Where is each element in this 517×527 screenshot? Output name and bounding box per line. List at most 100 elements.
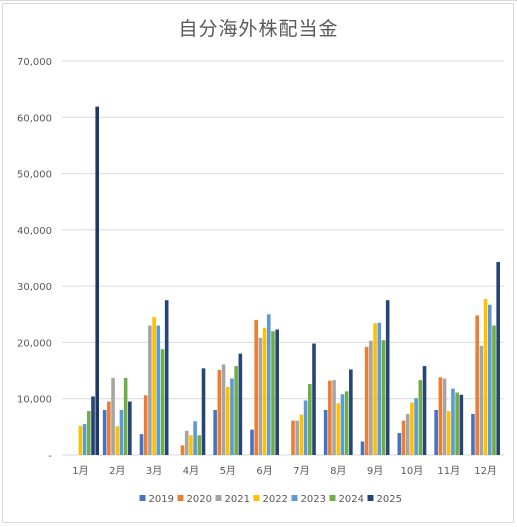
legend-label-2023: 2023 [301,494,326,505]
x-tick-label: 11月 [437,465,460,477]
bar-2023-9月 [377,322,382,455]
bar-2023-7月 [303,400,308,455]
bar-2022-8月 [336,403,341,455]
bar-2021-7月 [295,420,300,455]
bar-2022-2月 [115,426,120,455]
bar-2022-4月 [189,435,193,455]
x-tick-label: 12月 [474,465,497,477]
bar-2023-11月 [451,388,455,455]
bar-2025-5月 [238,353,243,455]
bar-2019-12月 [471,413,475,455]
bar-2021-12月 [479,345,484,455]
legend-label-2022: 2022 [263,494,288,505]
bar-2025-7月 [312,343,316,455]
bar-2019-8月 [323,409,328,455]
sheet-gridline [0,0,517,1]
legend-label-2025: 2025 [377,494,402,505]
bar-2024-2月 [123,377,128,455]
x-tick-label: 4月 [183,465,199,477]
bar-2022-3月 [152,317,156,455]
bar-2025-3月 [164,300,169,455]
bar-2022-7月 [299,414,304,455]
bar-2024-9月 [381,340,386,455]
legend-swatch-2019 [139,495,146,501]
x-tick-label: 9月 [367,465,383,477]
bar-2020-8月 [328,380,332,455]
bar-2021-9月 [369,340,373,455]
bar-2020-10月 [401,420,406,455]
y-tick-label: 70,000 [17,57,52,68]
bar-2025-6月 [275,329,279,455]
bar-2021-11月 [442,378,447,455]
bar-2020-4月 [180,445,185,455]
bar-2021-10月 [405,413,410,455]
bar-2019-10月 [397,433,402,455]
bar-2021-4月 [184,430,189,455]
bar-2019-2月 [102,409,107,455]
bar-2025-9月 [385,300,390,455]
bar-2024-5月 [234,366,238,455]
bar-2023-10月 [414,398,418,455]
bar-2019-5月 [213,409,217,455]
x-tick-label: 6月 [256,465,272,477]
y-tick-label: 60,000 [17,113,52,124]
y-tick-label: 30,000 [17,282,52,293]
bar-2020-5月 [217,370,222,455]
bar-2021-5月 [221,364,226,455]
bar-2020-7月 [291,420,295,455]
legend-label-2024: 2024 [339,494,364,505]
bar-2023-5月 [230,378,234,455]
bar-2022-1月 [78,425,83,455]
y-tick-label: 40,000 [17,226,52,237]
bar-2025-10月 [422,366,427,455]
bar-2025-12月 [496,261,500,455]
bar-2023-4月 [193,421,197,455]
bar-2022-9月 [373,323,377,455]
bar-2019-3月 [139,434,144,455]
bar-2022-11月 [446,411,451,455]
bar-extra-1月 [95,106,100,455]
bar-2020-6月 [254,319,258,455]
bar-2020-9月 [364,346,369,455]
bar-2024-3月 [160,349,165,455]
bar-2021-6月 [258,337,263,455]
bar-2024-4月 [197,435,202,455]
bar-2022-10月 [410,402,414,455]
legend-swatch-2023 [291,495,298,501]
bar-2024-7月 [308,384,312,455]
y-tick-label: 50,000 [17,170,52,181]
bar-2020-3月 [143,395,148,455]
legend-swatch-2025 [367,495,374,501]
x-tick-label: 10月 [401,465,424,477]
bar-2024-12月 [492,325,496,455]
bar-2024-11月 [455,392,459,455]
legend-swatch-2022 [253,495,260,501]
bar-2019-11月 [434,409,438,455]
bar-2021-2月 [111,377,115,455]
legend-label-2019: 2019 [149,494,174,505]
x-tick-label: 7月 [293,465,309,477]
legend-swatch-2021 [215,495,222,501]
bar-2023-6月 [266,314,271,455]
x-tick-label: 2月 [109,465,125,477]
bar-2022-5月 [225,386,230,455]
x-tick-label: 8月 [330,465,346,477]
bar-2020-11月 [438,377,443,455]
bar-2025-4月 [201,368,206,455]
bar-2023-3月 [156,325,161,455]
bar-2022-6月 [262,327,267,455]
bar-2025-11月 [459,394,464,455]
bar-2020-2月 [107,401,111,455]
bar-2021-3月 [148,325,152,455]
chart-title: 自分海外株配当金 [178,18,339,40]
y-tick-label: 20,000 [17,338,52,349]
x-tick-label: 1月 [72,465,88,477]
y-tick-label: - [48,451,52,462]
bar-2023-2月 [119,409,124,455]
bar-2019-9月 [360,441,365,455]
chart-area[interactable] [2,3,514,523]
bar-2023-1月 [82,424,87,455]
legend-label-2021: 2021 [225,494,250,505]
legend-label-2020: 2020 [187,494,212,505]
